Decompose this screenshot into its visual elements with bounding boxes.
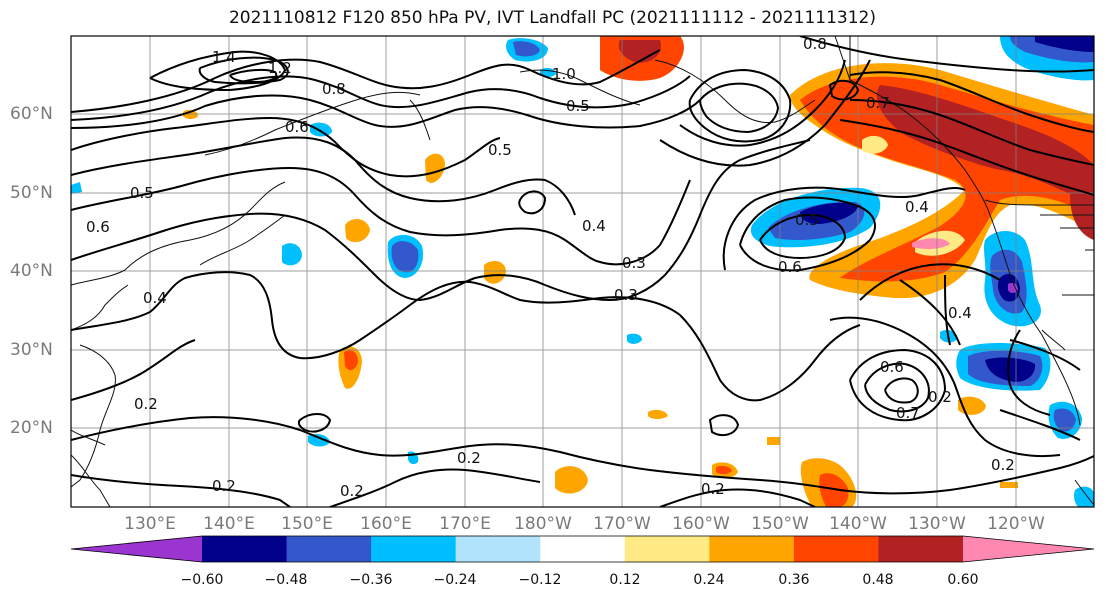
contour-label: 0.2 (134, 395, 158, 413)
lon-label: 130°W (908, 514, 966, 534)
lon-label: 160°E (360, 514, 412, 534)
lat-label: 60°N (10, 104, 53, 124)
contour-label: 1.0 (552, 65, 576, 83)
contour-label: 1.2 (268, 59, 292, 77)
contour-label: 0.3 (622, 254, 646, 272)
contour-labels: 1.4 1.2 0.8 0.6 1.0 0.8 0.7 0.5 0.5 0.5 … (86, 35, 1015, 500)
contour-label: 0.2 (212, 477, 236, 495)
lon-label: 150°W (751, 514, 809, 534)
contour-label: 0.5 (130, 184, 154, 202)
colorbar-swatch (878, 536, 964, 562)
colorbar-tick-label: −0.12 (518, 572, 562, 588)
colorbar-tick-label: 0.24 (693, 572, 725, 588)
contour-label: 0.6 (285, 118, 309, 136)
colorbar-tick-label: 0.12 (609, 572, 641, 588)
map-title: 2021110812 F120 850 hPa PV, IVT Landfall… (228, 8, 876, 28)
colorbar-outline (70, 535, 1095, 563)
contour-label: 0.8 (322, 80, 346, 98)
contour-label: 0.8 (803, 35, 827, 53)
lon-label: 120°W (987, 514, 1045, 534)
contour-label: 0.5 (566, 97, 590, 115)
colorbar-tick-label: −0.48 (264, 572, 308, 588)
colorbar-tick-label: 0.36 (778, 572, 810, 588)
lon-label: 180°W (514, 514, 572, 534)
contour-label: 0.4 (143, 289, 167, 307)
colorbar-swatch (202, 536, 288, 562)
lat-label: 40°N (10, 261, 53, 281)
lon-label: 130°E (124, 514, 176, 534)
pv-contours (71, 36, 1094, 507)
contour-label: 0.5 (488, 141, 512, 159)
colorbar-tick-label: −0.24 (433, 572, 477, 588)
colorbar-swatch (709, 536, 795, 562)
map-frame (70, 35, 1095, 508)
contour-label: 0.6 (778, 258, 802, 276)
contour-label: 0.2 (340, 482, 364, 500)
contour-label: 0.7 (896, 404, 920, 422)
colorbar-tick-label: −0.36 (349, 572, 393, 588)
colorbar-extend-low (71, 536, 202, 562)
contour-label: 0.7 (866, 94, 890, 112)
colorbar-swatch (540, 536, 626, 562)
lat-label: 30°N (10, 340, 53, 360)
colorbar-swatch (793, 536, 879, 562)
coastlines (71, 36, 1094, 507)
lat-label: 20°N (10, 418, 53, 438)
contour-label: 0.2 (928, 388, 952, 406)
lat-label: 50°N (10, 183, 53, 203)
ivt-negative-shading (71, 36, 1094, 507)
contour-label: 1.4 (212, 48, 236, 66)
contour-label: 0.4 (905, 198, 929, 216)
colorbar-tick-label: 0.60 (947, 572, 979, 588)
contour-label: 0.5 (795, 211, 819, 229)
lon-label: 150°E (281, 514, 333, 534)
colorbar (70, 535, 1095, 563)
colorbar-tick-label: −0.60 (180, 572, 224, 588)
contour-label: 0.2 (991, 456, 1015, 474)
contour-label: 0.4 (582, 217, 606, 235)
colorbar-swatch (455, 536, 541, 562)
colorbar-extend-high (963, 536, 1094, 562)
contour-label: 0.6 (880, 358, 904, 376)
colorbar-tick-label: 0.48 (862, 572, 894, 588)
gridlines (71, 36, 1094, 507)
lon-label: 140°E (203, 514, 255, 534)
contour-label: 0.2 (701, 480, 725, 498)
contour-label: 0.2 (457, 449, 481, 467)
contour-label: 0.3 (614, 286, 638, 304)
colorbar-swatch (624, 536, 710, 562)
contour-label: 0.4 (948, 304, 972, 322)
lon-label: 140°W (829, 514, 887, 534)
contour-label: 0.6 (86, 218, 110, 236)
lon-label: 160°W (672, 514, 730, 534)
lon-label: 170°W (593, 514, 651, 534)
colorbar-swatch (371, 536, 457, 562)
colorbar-swatch (286, 536, 372, 562)
lon-label: 170°E (439, 514, 491, 534)
